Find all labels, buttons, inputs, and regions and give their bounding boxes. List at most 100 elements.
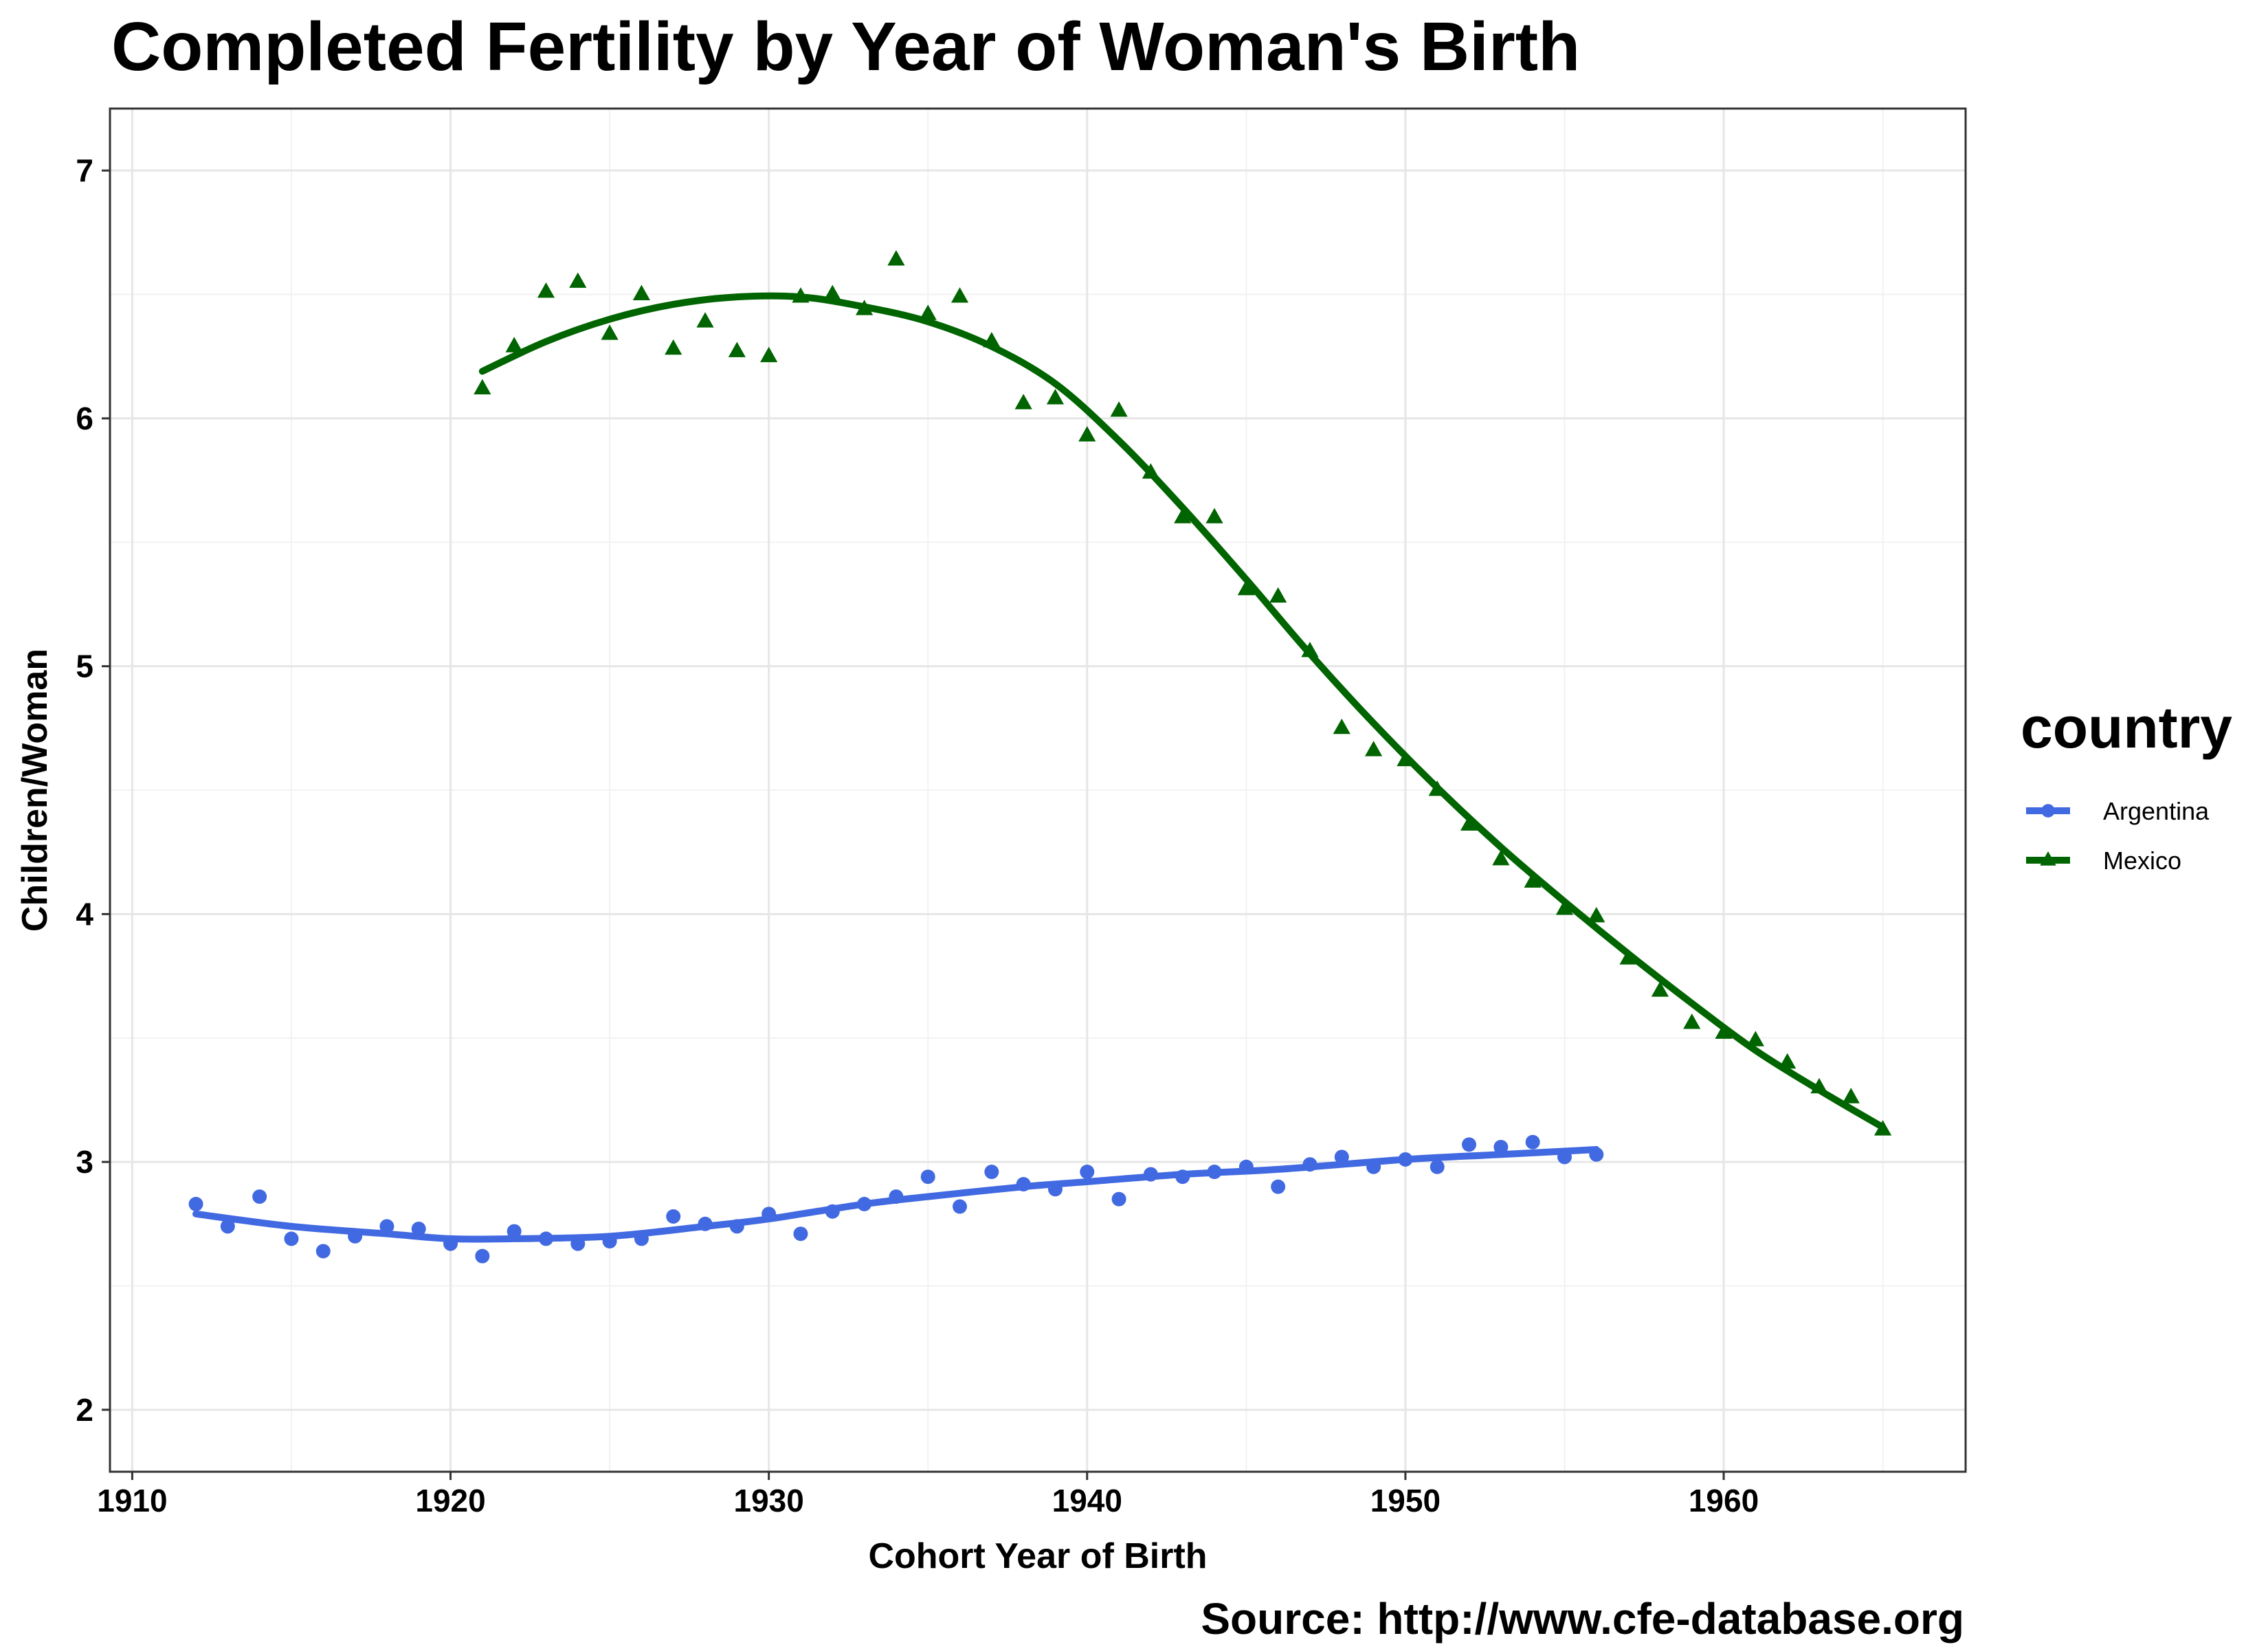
y-axis-title: Children/Woman — [15, 649, 55, 932]
point-argentina — [379, 1219, 394, 1234]
legend-key-marker — [2040, 851, 2056, 866]
x-axis-title: Cohort Year of Birth — [868, 1536, 1207, 1576]
point-mexico — [887, 250, 905, 266]
x-axis: 1910 1920 1930 1940 1950 1960 — [97, 1472, 1759, 1518]
point-mexico — [1842, 1088, 1860, 1103]
y-tick-label: 7 — [76, 153, 93, 188]
y-tick-label: 2 — [76, 1392, 93, 1428]
legend-title: country — [2021, 695, 2232, 760]
point-argentina — [1398, 1152, 1413, 1167]
point-argentina — [761, 1207, 777, 1222]
point-argentina — [698, 1216, 713, 1231]
legend-item-mexico: Mexico — [2026, 846, 2181, 875]
point-mexico — [1397, 750, 1414, 767]
point-argentina — [1238, 1159, 1254, 1174]
y-tick-label: 6 — [76, 401, 93, 436]
y-tick-label: 4 — [76, 896, 93, 932]
point-argentina — [1175, 1169, 1190, 1185]
point-mexico — [1588, 906, 1605, 923]
point-mexico — [1078, 426, 1096, 442]
point-mexico — [1269, 587, 1287, 603]
point-argentina — [348, 1229, 363, 1244]
point-argentina — [570, 1236, 586, 1251]
legend-key-marker — [2041, 804, 2055, 818]
point-argentina — [1525, 1134, 1540, 1149]
point-mexico — [1715, 1023, 1733, 1039]
x-tick-label: 1930 — [733, 1483, 803, 1518]
legend-label: Argentina — [2103, 797, 2210, 825]
series-line-argentina — [192, 1146, 1600, 1243]
point-mexico — [505, 337, 523, 352]
point-argentina — [1047, 1182, 1063, 1197]
point-argentina — [920, 1169, 935, 1185]
point-argentina — [1080, 1165, 1095, 1180]
point-mexico — [1142, 463, 1160, 479]
point-mexico — [1746, 1031, 1764, 1046]
x-tick-label: 1940 — [1052, 1483, 1122, 1518]
point-mexico — [1810, 1077, 1828, 1094]
point-argentina — [220, 1219, 235, 1234]
point-mexico — [760, 346, 778, 363]
point-mexico — [1619, 949, 1637, 965]
plot-border — [109, 107, 1967, 1473]
legend-label: Mexico — [2103, 846, 2181, 875]
point-mexico — [1779, 1053, 1797, 1069]
point-argentina — [1207, 1165, 1222, 1180]
source-caption: Source: http://www.cfe-database.org — [1201, 1594, 1964, 1644]
point-mexico — [728, 341, 746, 357]
point-argentina — [984, 1165, 999, 1180]
point-argentina — [825, 1204, 840, 1219]
chart-title: Completed Fertility by Year of Woman's B… — [111, 8, 1580, 85]
point-argentina — [443, 1236, 458, 1251]
point-mexico — [1014, 394, 1032, 410]
point-mexico — [1460, 815, 1478, 831]
y-tick-label: 5 — [76, 649, 93, 684]
point-argentina — [953, 1199, 968, 1214]
point-argentina — [666, 1209, 681, 1224]
point-argentina — [1462, 1137, 1477, 1152]
point-mexico — [1364, 741, 1383, 756]
point-argentina — [1366, 1159, 1381, 1174]
point-mexico — [1205, 508, 1223, 524]
point-argentina — [538, 1231, 553, 1246]
point-argentina — [634, 1231, 649, 1246]
point-argentina — [1493, 1139, 1509, 1154]
point-argentina — [188, 1196, 203, 1211]
point-mexico — [1237, 579, 1255, 596]
series-points — [188, 250, 1892, 1264]
point-mexico — [1874, 1120, 1892, 1136]
point-mexico — [474, 379, 491, 395]
point-argentina — [284, 1231, 299, 1246]
point-argentina — [1557, 1149, 1572, 1165]
series-line-mexico — [478, 292, 1887, 1131]
point-argentina — [1302, 1157, 1318, 1172]
x-tick-label: 1910 — [97, 1483, 167, 1518]
point-argentina — [793, 1226, 808, 1242]
legend-items: Argentina Mexico — [2026, 797, 2210, 875]
point-mexico — [855, 300, 874, 315]
point-mexico — [1555, 899, 1574, 915]
point-argentina — [1111, 1191, 1126, 1207]
y-axis: 2 3 4 5 6 7 — [76, 153, 110, 1428]
point-mexico — [1333, 718, 1350, 734]
y-tick-label: 3 — [76, 1144, 93, 1180]
point-mexico — [1301, 641, 1319, 658]
x-tick-label: 1960 — [1689, 1483, 1759, 1518]
point-mexico — [1651, 981, 1669, 997]
point-mexico — [569, 272, 587, 288]
point-argentina — [1430, 1159, 1445, 1174]
point-mexico — [537, 282, 555, 298]
point-mexico — [696, 312, 714, 328]
point-argentina — [475, 1248, 490, 1264]
point-mexico — [950, 287, 969, 303]
point-argentina — [1143, 1167, 1158, 1182]
point-argentina — [507, 1224, 522, 1239]
point-mexico — [792, 287, 810, 303]
point-argentina — [889, 1189, 904, 1204]
x-tick-label: 1920 — [415, 1483, 485, 1518]
point-mexico — [1428, 781, 1446, 796]
point-argentina — [857, 1196, 872, 1211]
point-mexico — [1492, 850, 1510, 866]
point-argentina — [411, 1221, 426, 1236]
point-argentina — [729, 1219, 744, 1234]
